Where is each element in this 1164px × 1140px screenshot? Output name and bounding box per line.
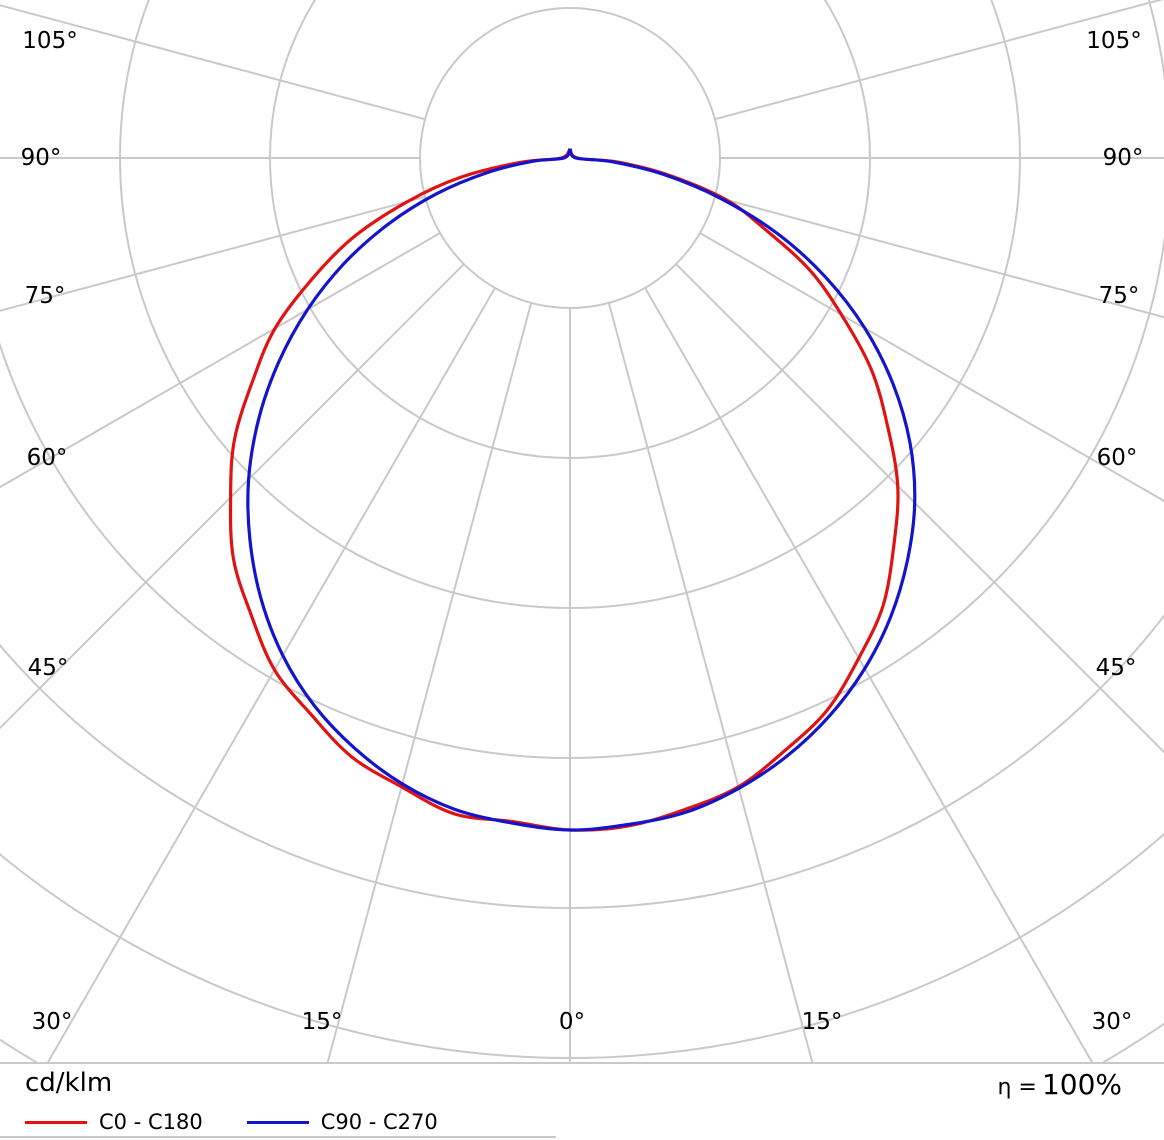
- grid-ray: [0, 4, 426, 121]
- grid-ray: [675, 263, 1164, 754]
- polar-grid-svg: [0, 0, 1164, 1062]
- grid-ray: [714, 0, 1164, 121]
- grid-ring: [0, 614, 1164, 909]
- angle-label-bottom-0: 15°: [301, 1009, 343, 1035]
- grid-ray: [0, 263, 465, 730]
- grid-ray: [644, 287, 1094, 1062]
- angle-label-bottom-1: 0°: [558, 1009, 586, 1035]
- angle-label-left-45: 45°: [27, 655, 69, 681]
- angle-label-right-60: 60°: [1096, 445, 1138, 471]
- grid-ring: [0, 0, 1164, 759]
- angle-label-right-90: 90°: [1102, 145, 1144, 171]
- legend-label-c0-c180: C0 - C180: [99, 1110, 203, 1134]
- angle-label-right-45: 45°: [1095, 655, 1137, 681]
- legend-swatch-blue: [246, 1120, 309, 1124]
- grid-ray: [607, 302, 814, 1062]
- curve-c90-c270: [246, 148, 917, 832]
- legend: C0 - C180 C90 - C270: [25, 1110, 482, 1134]
- chart-footer: cd/klm η = 100% C0 - C180 C90 - C270: [0, 1062, 1164, 1140]
- grid-ray: [714, 195, 1164, 319]
- angle-label-left-60: 60°: [26, 445, 68, 471]
- angle-label-bottom-2: 15°: [801, 1009, 843, 1035]
- angle-label-left-90: 90°: [20, 145, 62, 171]
- legend-swatch-red: [25, 1120, 87, 1124]
- angle-label-right-105: 105°: [1086, 28, 1142, 54]
- angle-label-left-30: 30°: [31, 1009, 73, 1035]
- efficiency-readout: η = 100%: [997, 1068, 1122, 1101]
- angle-label-right-30: 30°: [1091, 1009, 1133, 1035]
- angle-label-left-105: 105°: [22, 28, 78, 54]
- polar-chart: 105° 105° 90° 90° 75° 75° 60° 60° 45° 45° 30° 30° 15…: [0, 0, 1164, 1062]
- angle-label-left-75: 75°: [24, 283, 66, 309]
- angle-label-right-75: 75°: [1098, 283, 1140, 309]
- grid-ring: [419, 7, 721, 309]
- grid-ray: [0, 195, 426, 312]
- efficiency-value: 100%: [1041, 1068, 1122, 1101]
- efficiency-symbol: η =: [997, 1075, 1037, 1100]
- legend-label-c90-c270: C90 - C270: [320, 1110, 438, 1134]
- legend-underline: [0, 1136, 556, 1138]
- grid-ray: [699, 232, 1164, 503]
- grid-ray: [326, 302, 533, 1062]
- grid-ray: [0, 232, 441, 489]
- grid-ray: [46, 287, 496, 1062]
- legend-item-c90-c270: C90 - C270: [246, 1110, 438, 1134]
- legend-item-c0-c180: C0 - C180: [25, 1110, 203, 1134]
- unit-label: cd/klm: [25, 1068, 113, 1098]
